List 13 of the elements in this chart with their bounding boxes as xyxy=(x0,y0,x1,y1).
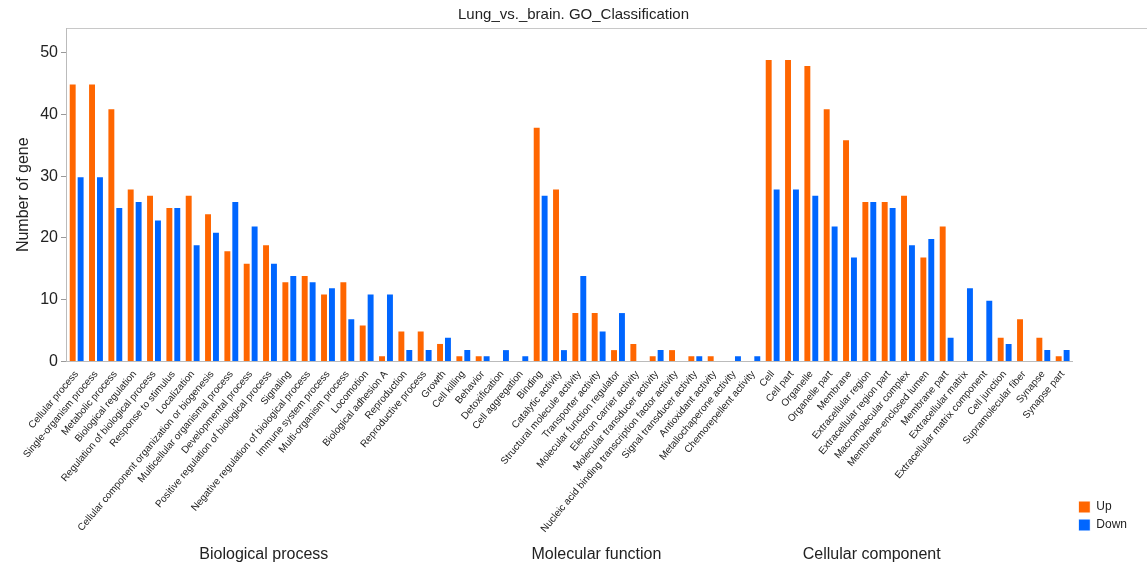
text: Molecular function xyxy=(531,545,662,562)
legend-label: Down xyxy=(1096,517,1128,532)
text: Biological process xyxy=(199,545,329,562)
y-tick-label: 30 xyxy=(40,166,59,184)
y-tick-label: 20 xyxy=(40,228,59,246)
chart-title: Lung_vs._brain. GO_Classification xyxy=(458,5,689,23)
y-axis-title: Number of gene xyxy=(14,137,32,253)
legend-label: Up xyxy=(1096,499,1112,514)
text: Cellular component xyxy=(802,545,942,562)
y-tick-label: 40 xyxy=(40,104,59,122)
y-tick-label: 50 xyxy=(40,43,59,61)
y-tick-label: 0 xyxy=(49,351,59,369)
y-tick-label: 10 xyxy=(40,290,59,308)
